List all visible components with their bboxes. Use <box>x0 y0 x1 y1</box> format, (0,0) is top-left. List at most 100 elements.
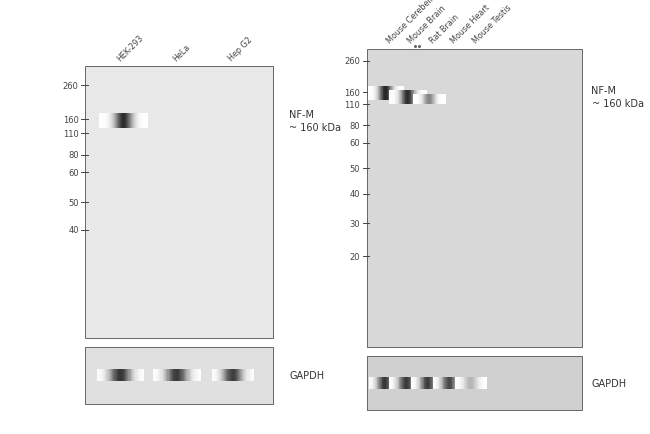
Bar <box>123 369 124 381</box>
Bar <box>378 377 379 389</box>
Bar <box>196 369 197 381</box>
Bar <box>482 377 484 389</box>
Bar <box>465 377 466 389</box>
Bar <box>164 369 165 381</box>
Bar <box>467 377 469 389</box>
Text: 60: 60 <box>68 168 79 178</box>
Bar <box>425 95 426 105</box>
Bar <box>422 377 423 389</box>
Bar <box>382 377 384 389</box>
Bar <box>166 369 168 381</box>
Bar <box>100 369 102 381</box>
Bar <box>116 369 117 381</box>
Bar <box>431 377 432 389</box>
Bar <box>468 377 469 389</box>
Bar <box>382 87 383 101</box>
Bar <box>381 87 382 101</box>
Bar <box>116 114 117 129</box>
Bar <box>431 95 432 105</box>
Bar <box>141 114 142 129</box>
Bar <box>140 369 142 381</box>
Bar <box>125 369 126 381</box>
Bar <box>420 95 421 105</box>
Bar <box>133 369 135 381</box>
Bar <box>426 95 428 105</box>
Bar <box>441 95 442 105</box>
Bar <box>126 114 127 129</box>
Bar <box>418 377 419 389</box>
Bar <box>370 377 371 389</box>
Bar <box>433 377 434 389</box>
Bar <box>212 369 213 381</box>
Bar <box>113 369 114 381</box>
Bar <box>124 114 125 129</box>
Bar <box>471 377 473 389</box>
Bar <box>484 377 485 389</box>
Bar <box>233 369 234 381</box>
Bar <box>159 369 161 381</box>
Bar <box>371 87 372 101</box>
Bar <box>470 377 471 389</box>
Bar <box>395 91 396 105</box>
Bar <box>114 114 115 129</box>
Text: 80: 80 <box>68 151 79 160</box>
Bar <box>124 369 125 381</box>
Bar <box>416 91 417 105</box>
Bar <box>98 369 99 381</box>
Bar <box>131 369 133 381</box>
Bar <box>412 377 413 389</box>
Bar <box>443 95 445 105</box>
Bar <box>127 114 129 129</box>
Bar <box>103 114 104 129</box>
Bar <box>476 377 477 389</box>
Bar <box>97 369 98 381</box>
Bar <box>432 95 433 105</box>
Bar <box>168 369 170 381</box>
Bar <box>393 377 394 389</box>
Bar <box>395 87 396 101</box>
Bar <box>146 114 148 129</box>
Bar <box>412 377 413 389</box>
Bar <box>168 369 169 381</box>
Bar <box>104 114 105 129</box>
Bar <box>432 95 433 105</box>
Bar <box>106 114 107 129</box>
Bar <box>141 369 143 381</box>
Bar <box>424 377 426 389</box>
Bar <box>389 87 390 101</box>
Bar <box>380 87 382 101</box>
Bar <box>413 95 415 105</box>
Bar <box>404 377 405 389</box>
Bar <box>418 91 419 105</box>
Bar <box>416 95 417 105</box>
Bar <box>421 377 422 389</box>
Bar <box>434 377 435 389</box>
Bar <box>419 95 420 105</box>
Bar <box>458 377 459 389</box>
Bar <box>415 377 417 389</box>
Bar <box>110 114 111 129</box>
Text: 260: 260 <box>63 82 79 91</box>
Bar <box>455 377 456 389</box>
Bar <box>456 377 457 389</box>
Bar <box>439 95 441 105</box>
Bar <box>417 377 419 389</box>
Bar <box>429 95 430 105</box>
Text: 260: 260 <box>344 57 360 66</box>
Bar <box>118 369 120 381</box>
Bar <box>395 377 396 389</box>
Text: GAPDH: GAPDH <box>592 378 627 388</box>
Bar <box>422 377 424 389</box>
Bar <box>132 369 133 381</box>
Bar <box>378 377 380 389</box>
Bar <box>456 377 457 389</box>
Bar <box>376 87 377 101</box>
Bar <box>456 377 458 389</box>
Bar <box>415 91 416 105</box>
Bar <box>398 377 400 389</box>
Bar <box>401 91 402 105</box>
Bar <box>414 91 415 105</box>
Bar <box>117 114 118 129</box>
Bar <box>387 377 389 389</box>
Bar <box>391 377 393 389</box>
